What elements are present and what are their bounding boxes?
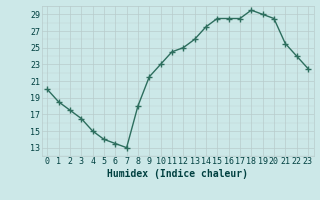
X-axis label: Humidex (Indice chaleur): Humidex (Indice chaleur): [107, 169, 248, 179]
